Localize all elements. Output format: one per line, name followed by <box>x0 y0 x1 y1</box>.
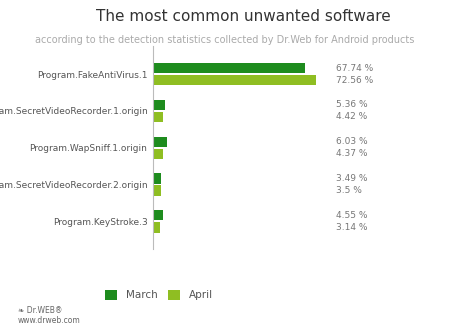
Text: 3.14 %: 3.14 % <box>337 223 368 232</box>
Text: according to the detection statistics collected by Dr.Web for Android products: according to the detection statistics co… <box>35 35 415 45</box>
Text: 5.36 %: 5.36 % <box>337 100 368 109</box>
Text: 4.42 %: 4.42 % <box>337 113 368 122</box>
Bar <box>153 100 165 110</box>
Bar <box>153 173 161 184</box>
Bar <box>153 63 306 73</box>
Text: 4.37 %: 4.37 % <box>337 149 368 158</box>
Legend: March, April: March, April <box>101 286 217 304</box>
Bar <box>153 210 163 220</box>
Bar <box>153 75 316 85</box>
Bar <box>153 136 166 147</box>
Text: 3.49 %: 3.49 % <box>337 174 368 183</box>
Bar <box>153 222 160 233</box>
Bar <box>153 149 163 159</box>
Text: 3.5 %: 3.5 % <box>337 186 362 195</box>
Text: 67.74 %: 67.74 % <box>337 63 374 72</box>
Title: The most common unwanted software: The most common unwanted software <box>95 10 391 25</box>
Text: 6.03 %: 6.03 % <box>337 137 368 146</box>
Bar <box>153 112 163 122</box>
Text: 72.56 %: 72.56 % <box>337 76 374 85</box>
Bar <box>153 186 161 196</box>
Text: ❧ Dr.WEB®
www.drweb.com: ❧ Dr.WEB® www.drweb.com <box>18 306 81 325</box>
Text: 4.55 %: 4.55 % <box>337 211 368 220</box>
